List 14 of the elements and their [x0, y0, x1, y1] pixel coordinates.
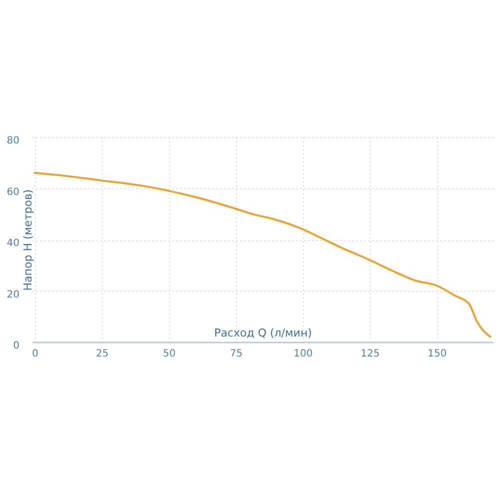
x-tick-label: 150 — [428, 348, 447, 360]
x-tick-label: 75 — [230, 348, 243, 360]
x-tick-label: 100 — [294, 348, 313, 360]
x-tick-label: 0 — [32, 348, 38, 360]
y-tick-label: 0 — [13, 340, 20, 352]
y-tick-label: 20 — [6, 289, 20, 300]
y-tick-label: 60 — [6, 186, 20, 198]
x-tick-label: 50 — [162, 348, 176, 360]
y-tick-label: 80 — [6, 136, 20, 146]
y-axis-title: Напор Н (метров) — [22, 189, 34, 291]
x-tick-label: 25 — [96, 348, 109, 360]
x-axis-title: Расход Q (л/мин) — [214, 326, 312, 340]
x-tick-label: 125 — [360, 348, 380, 360]
y-tick-label: 40 — [6, 238, 20, 249]
